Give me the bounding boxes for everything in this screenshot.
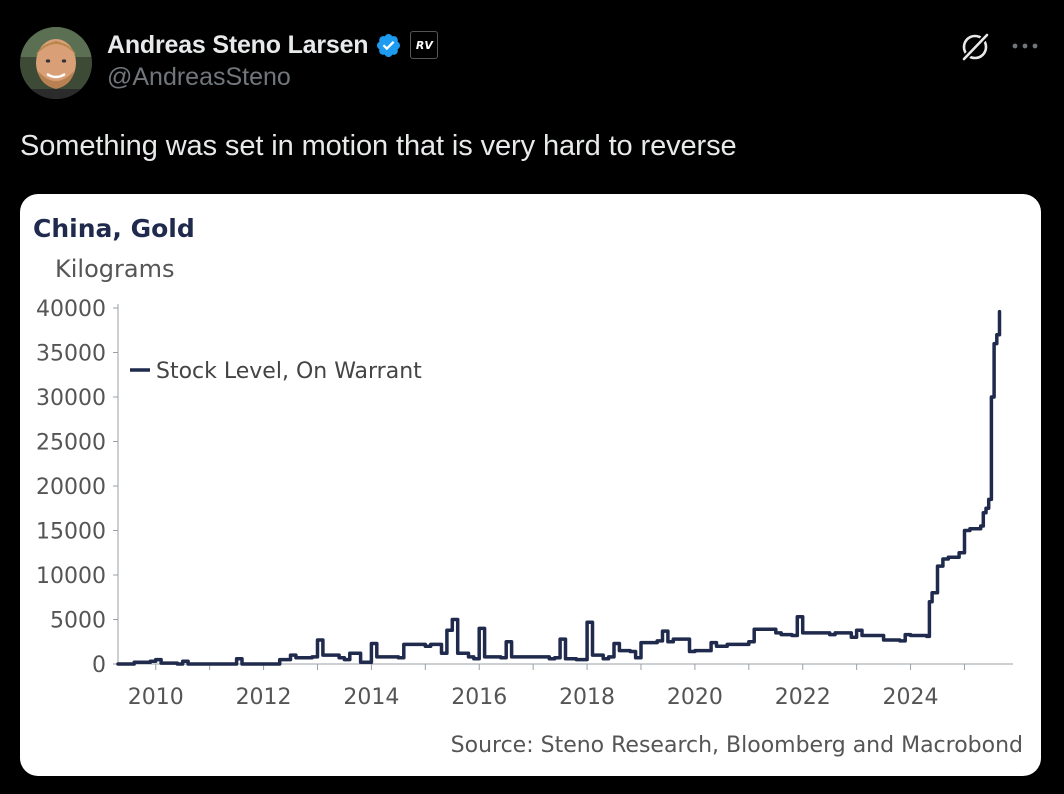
media-image[interactable]: China, Gold Kilograms 2010 2012 2014 2016 20…: [20, 194, 1041, 776]
y-tick-label: 35000: [36, 342, 106, 367]
y-tick-label: 0: [92, 653, 106, 678]
author-handle[interactable]: @AndreasSteno: [107, 63, 291, 91]
x-tick-label: 2020: [667, 685, 723, 710]
y-axis-ticks: 40000 35000 30000 25000 20000 15000 10000 5000 0: [36, 297, 118, 678]
chart-source: Source: Steno Research, Bloomberg and Ma…: [451, 733, 1023, 758]
chart-legend: Stock Level, On Warrant: [130, 359, 422, 384]
name-row: Andreas Steno Larsen RV: [107, 28, 439, 62]
x-tick-label: 2024: [883, 685, 939, 710]
x-tick-label: 2014: [343, 685, 399, 710]
y-tick-label: 15000: [36, 520, 106, 545]
y-tick-label: 10000: [36, 564, 106, 589]
y-tick-label: 20000: [36, 475, 106, 500]
avatar[interactable]: [20, 27, 92, 99]
author-display-name[interactable]: Andreas Steno Larsen: [107, 30, 369, 59]
series-line: [116, 309, 1002, 666]
chart-series: [116, 309, 1002, 666]
x-tick-label: 2012: [236, 685, 292, 710]
x-tick-label: 2016: [451, 685, 507, 710]
y-tick-label: 25000: [36, 431, 106, 456]
x-axis-ticks: 2010 2012 2014 2016 2018 2020 2022 2024: [128, 664, 965, 710]
chart-axes: [117, 304, 1013, 665]
x-tick-label: 2010: [128, 685, 184, 710]
chart-title: China, Gold: [33, 214, 195, 243]
author-block: Andreas Steno Larsen RV @AndreasSteno: [107, 28, 439, 92]
chart: China, Gold Kilograms 2010 2012 2014 2016 20…: [33, 214, 1023, 758]
affiliation-badge[interactable]: RV: [410, 31, 439, 59]
more-options-icon[interactable]: [1010, 34, 1040, 58]
y-tick-label: 40000: [36, 297, 106, 322]
x-tick-label: 2022: [775, 685, 831, 710]
tweet-text: Something was set in motion that is very…: [20, 130, 737, 162]
y-tick-label: 30000: [36, 386, 106, 411]
x-tick-label: 2018: [559, 685, 615, 710]
chart-ylabel: Kilograms: [55, 255, 174, 283]
verified-badge-icon[interactable]: [375, 32, 402, 59]
y-tick-label: 5000: [50, 609, 106, 634]
legend-label: Stock Level, On Warrant: [156, 359, 422, 384]
grok-icon[interactable]: [958, 30, 992, 64]
